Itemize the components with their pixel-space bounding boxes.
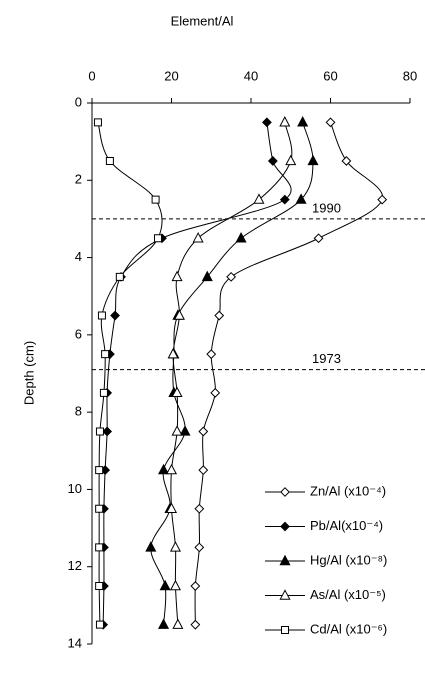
data-point bbox=[190, 581, 201, 591]
data-point bbox=[297, 116, 309, 127]
legend-marker bbox=[280, 521, 290, 532]
y-tick-label: 4 bbox=[75, 249, 82, 264]
x-tick-label: 20 bbox=[164, 68, 178, 83]
data-point bbox=[377, 194, 388, 205]
data-point bbox=[171, 270, 183, 282]
y-tick-label: 10 bbox=[68, 481, 82, 496]
data-point bbox=[279, 194, 290, 205]
legend-label: Pb/Al(x10⁻⁴) bbox=[310, 518, 383, 533]
data-point bbox=[214, 310, 225, 321]
data-point bbox=[165, 463, 178, 475]
data-point bbox=[153, 234, 162, 243]
data-point bbox=[110, 310, 120, 321]
data-point bbox=[102, 426, 113, 437]
data-point bbox=[99, 388, 108, 397]
data-point bbox=[267, 156, 278, 166]
data-point bbox=[145, 541, 157, 552]
legend-label: As/Al (x10⁻⁵) bbox=[310, 587, 386, 602]
data-point bbox=[190, 619, 201, 630]
data-point bbox=[169, 541, 182, 552]
series-line bbox=[170, 122, 293, 625]
data-point bbox=[171, 386, 183, 398]
data-point bbox=[179, 425, 191, 436]
reference-label: 1990 bbox=[312, 200, 341, 215]
data-point bbox=[93, 118, 102, 127]
data-point bbox=[165, 502, 178, 513]
data-point bbox=[95, 543, 104, 552]
data-point bbox=[97, 311, 106, 320]
data-point bbox=[325, 117, 336, 128]
data-point bbox=[95, 582, 104, 591]
legend-marker bbox=[281, 626, 289, 634]
data-point bbox=[226, 271, 237, 282]
data-point bbox=[210, 387, 221, 398]
data-point bbox=[285, 154, 297, 166]
reference-label: 1973 bbox=[312, 351, 341, 366]
data-point bbox=[167, 347, 179, 359]
data-point bbox=[172, 618, 184, 629]
data-point bbox=[341, 156, 352, 166]
data-point bbox=[115, 272, 124, 281]
x-tick-label: 0 bbox=[88, 68, 95, 83]
data-point bbox=[279, 116, 291, 127]
data-point bbox=[159, 579, 171, 591]
legend-marker bbox=[279, 589, 291, 600]
data-point bbox=[105, 156, 114, 165]
y-tick-label: 8 bbox=[75, 404, 82, 419]
data-point bbox=[101, 350, 110, 359]
x-tick-label: 60 bbox=[323, 68, 337, 83]
y-tick-label: 0 bbox=[75, 94, 82, 109]
y-tick-label: 14 bbox=[68, 635, 82, 650]
data-point bbox=[194, 503, 205, 514]
data-point bbox=[151, 195, 160, 204]
series-line bbox=[194, 122, 383, 625]
data-point bbox=[95, 504, 104, 513]
data-point bbox=[235, 231, 247, 243]
data-point bbox=[158, 463, 170, 475]
y-tick-label: 2 bbox=[75, 172, 82, 187]
data-point bbox=[158, 618, 170, 629]
data-point bbox=[261, 117, 272, 128]
data-point bbox=[95, 466, 104, 475]
data-point bbox=[295, 193, 307, 204]
data-point bbox=[95, 427, 104, 436]
data-point bbox=[173, 309, 185, 320]
y-tick-label: 12 bbox=[68, 558, 82, 573]
data-point bbox=[192, 231, 204, 243]
data-point bbox=[198, 465, 209, 476]
data-point bbox=[95, 620, 104, 629]
data-point bbox=[169, 579, 182, 591]
y-axis-label: Depth (cm) bbox=[21, 341, 36, 405]
data-point bbox=[206, 349, 217, 360]
x-tick-label: 40 bbox=[244, 68, 258, 83]
legend-label: Cd/Al (x10⁻⁶) bbox=[310, 621, 387, 636]
legend-marker bbox=[279, 554, 291, 566]
data-point bbox=[201, 270, 213, 282]
legend-marker bbox=[280, 487, 290, 497]
data-point bbox=[171, 425, 183, 436]
legend-label: Hg/Al (x10⁻⁸) bbox=[310, 552, 387, 567]
data-point bbox=[253, 193, 265, 204]
data-point bbox=[313, 233, 324, 244]
data-point bbox=[307, 154, 319, 166]
y-tick-label: 6 bbox=[75, 326, 82, 341]
chart-title: Element/Al bbox=[171, 13, 234, 28]
data-point bbox=[194, 542, 205, 553]
legend-label: Zn/Al (x10⁻⁴) bbox=[310, 483, 386, 498]
x-tick-label: 80 bbox=[403, 68, 417, 83]
data-point bbox=[198, 426, 209, 437]
